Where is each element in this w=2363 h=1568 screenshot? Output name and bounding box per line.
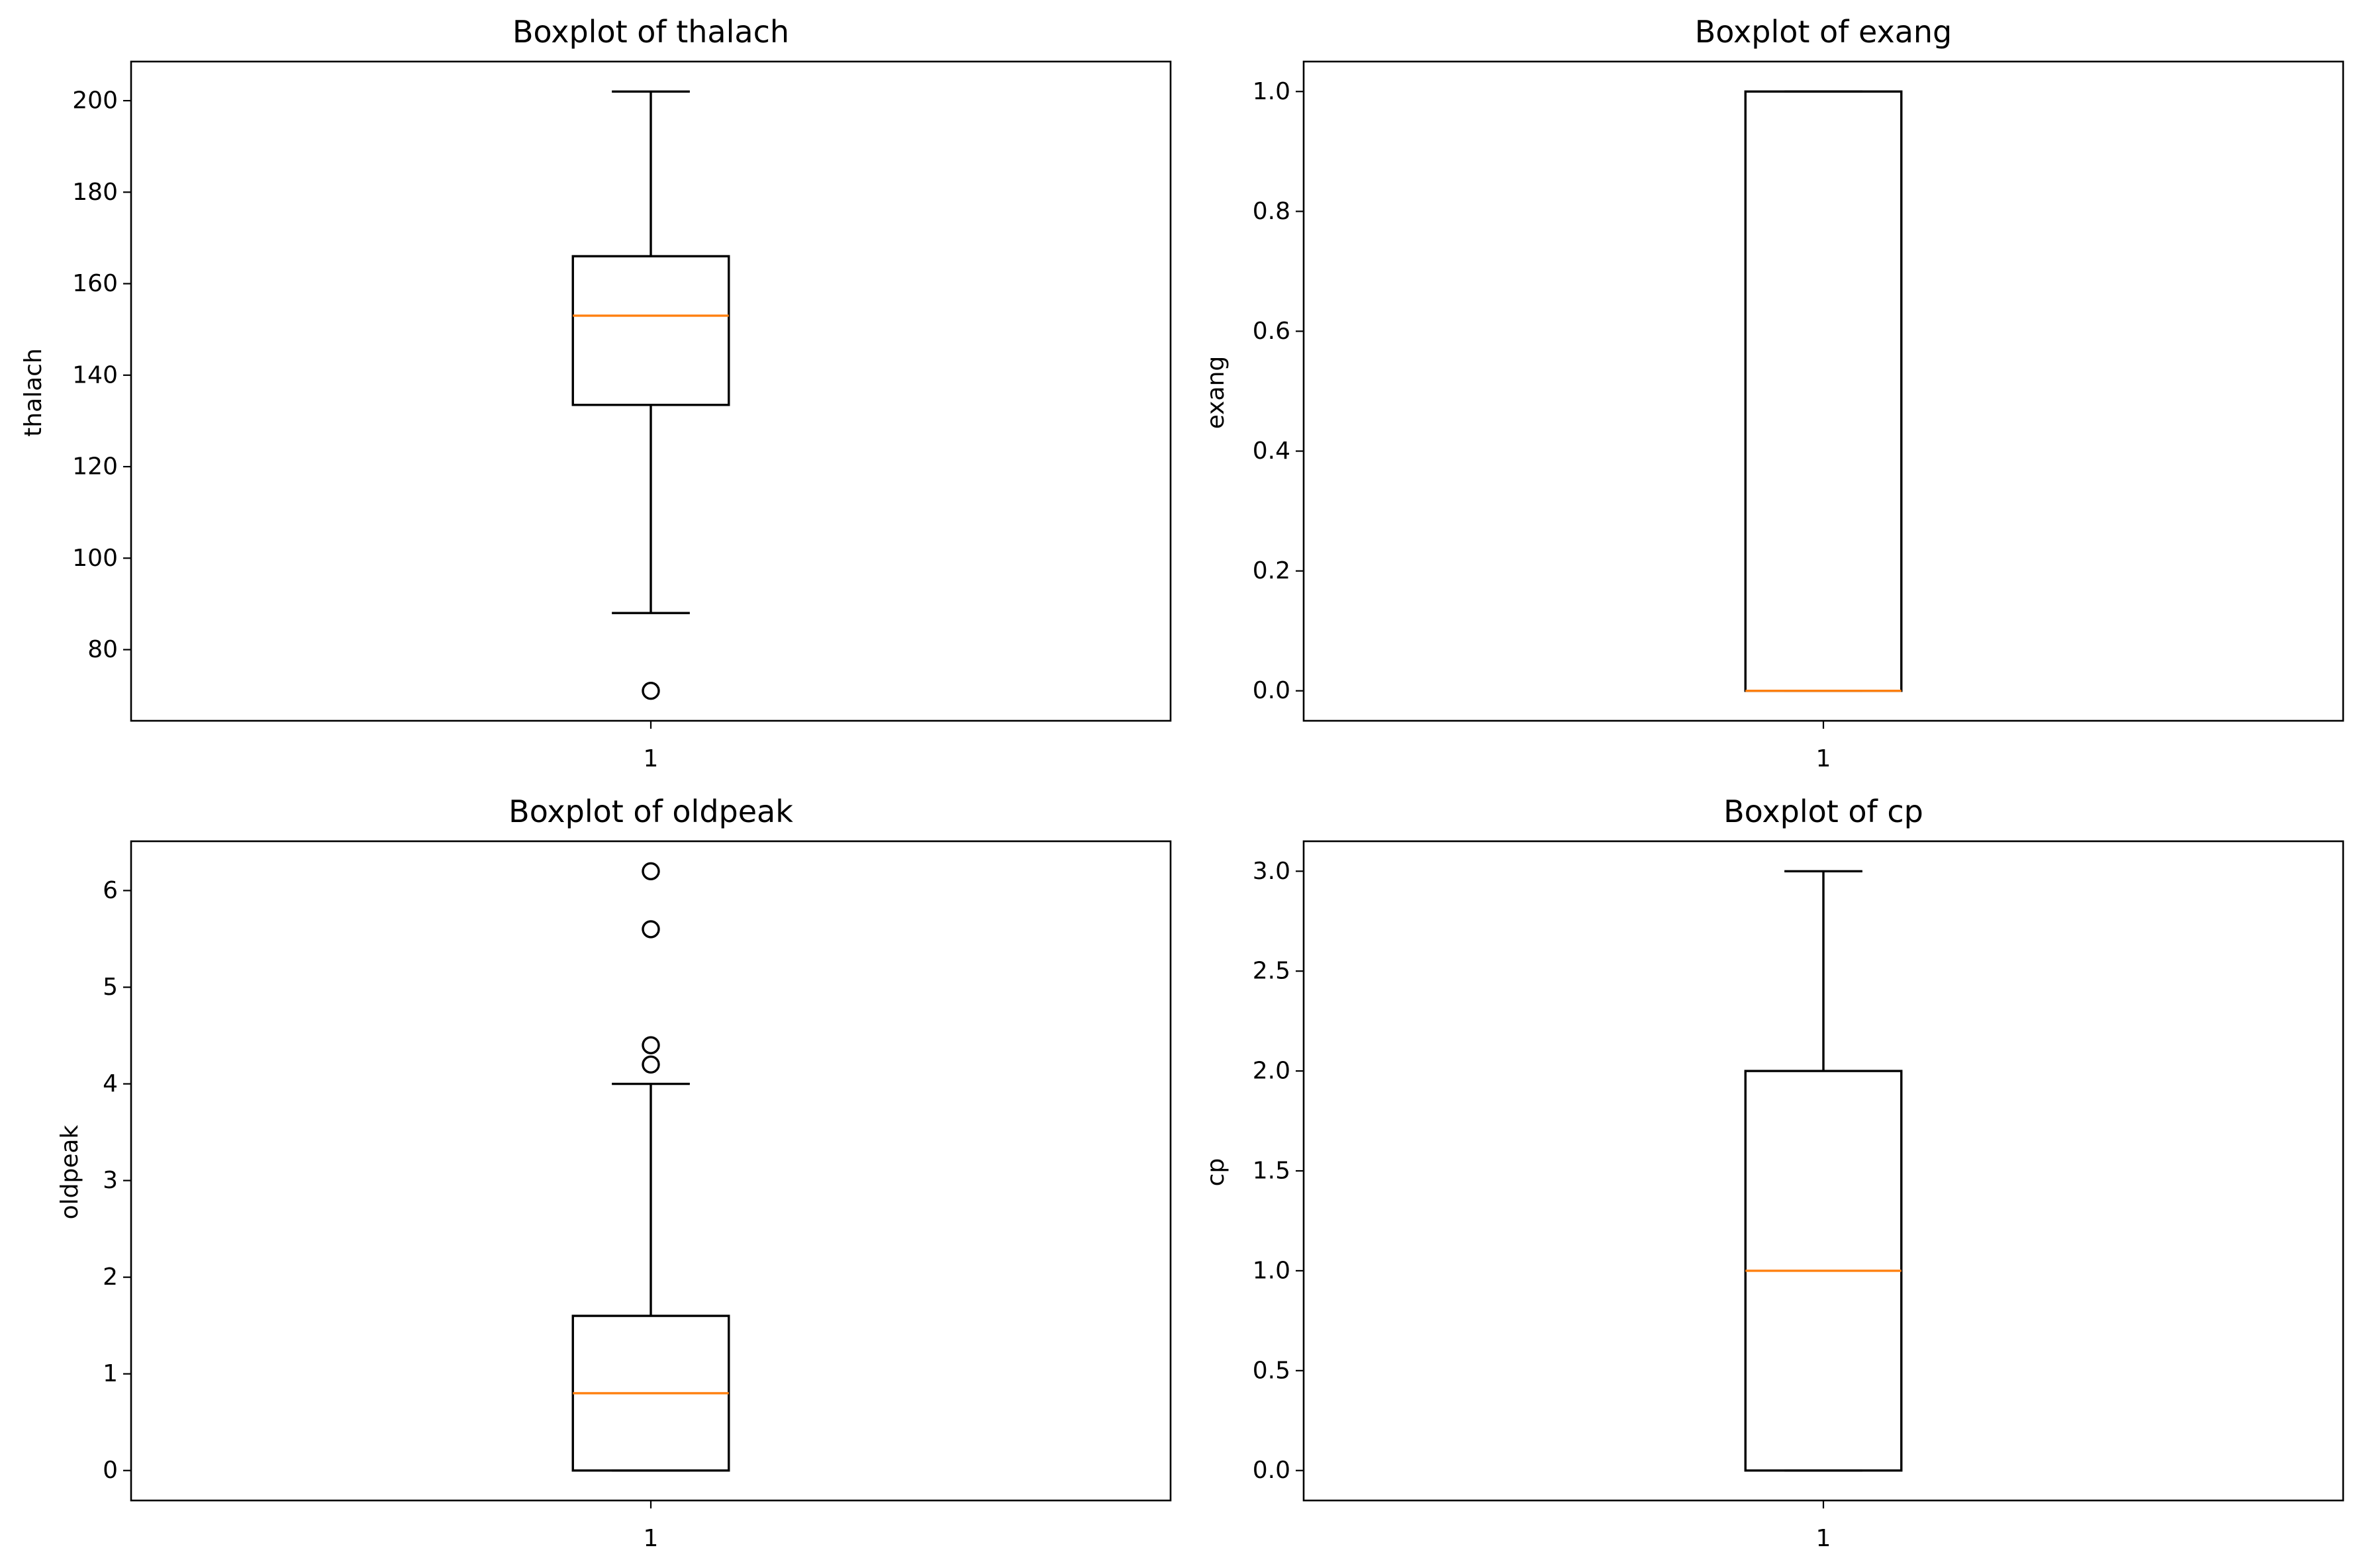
y-tick-label: 0.4 <box>1253 438 1290 465</box>
y-tick-label: 0.5 <box>1253 1357 1290 1384</box>
plot-area: 80 100 120 140 160 180 200 <box>72 60 1172 729</box>
y-tick-label: 6 <box>103 877 118 904</box>
y-tick-label: 100 <box>72 545 118 572</box>
plot-area: 0.0 0.2 0.4 0.6 0.8 1.0 <box>1253 60 2344 729</box>
x-tick-label: 1 <box>644 745 659 772</box>
box <box>1744 90 1903 692</box>
axes-frame <box>1302 60 2344 722</box>
y-tick-label: 160 <box>72 270 118 297</box>
y-tick-label: 1.0 <box>1253 1257 1290 1284</box>
y-tick-label: 120 <box>72 453 118 481</box>
subplot-cp: Boxplot of cp cp 1 0.0 0.5 1.0 1.5 2.0 2.5 3.0 <box>1202 794 2344 1552</box>
plot-area: 0.0 0.5 1.0 1.5 2.0 2.5 3.0 <box>1253 840 2344 1508</box>
x-tick-label: 1 <box>1816 1525 1831 1552</box>
y-tick-label: 1.0 <box>1253 78 1290 105</box>
y-tick-label: 140 <box>72 361 118 389</box>
outlier-point <box>642 1055 660 1074</box>
y-tick-label: 180 <box>72 179 118 206</box>
y-tick-label: 0.0 <box>1253 677 1290 704</box>
outlier-point <box>642 862 660 880</box>
y-tick-label: 0.2 <box>1253 557 1290 584</box>
y-tick-label: 2.0 <box>1253 1058 1290 1085</box>
y-tick-label: 1 <box>103 1360 118 1387</box>
x-tick-label: 1 <box>644 1525 659 1552</box>
subplot-exang: Boxplot of exang exang 1 0.0 0.2 0.4 0.6 0.8… <box>1202 14 2344 772</box>
box <box>571 255 730 406</box>
y-tick-label: 5 <box>103 974 118 1001</box>
y-tick-label: 80 <box>87 636 118 663</box>
y-tick-label: 1.5 <box>1253 1158 1290 1185</box>
outlier-point <box>642 682 660 700</box>
subplot-oldpeak: Boxplot of oldpeak oldpeak 1 0 1 2 3 4 5 6 <box>56 794 1172 1552</box>
y-tick-label: 4 <box>103 1070 118 1097</box>
y-tick-label: 2 <box>103 1264 118 1291</box>
chart-title: Boxplot of oldpeak <box>508 794 793 829</box>
y-axis-label: oldpeak <box>56 1125 83 1219</box>
y-tick-label: 0.6 <box>1253 318 1290 345</box>
subplot-thalach: Boxplot of thalach thalach 1 80 100 120 140… <box>20 14 1172 772</box>
y-tick-label: 2.5 <box>1253 958 1290 985</box>
y-tick-label: 0 <box>103 1457 118 1484</box>
outlier-point <box>642 1036 660 1054</box>
y-axis-label: cp <box>1202 1158 1230 1187</box>
chart-title: Boxplot of thalach <box>512 14 789 50</box>
plot-area: 0 1 2 3 4 5 6 <box>103 840 1172 1508</box>
chart-title: Boxplot of cp <box>1723 794 1923 829</box>
y-tick-label: 200 <box>72 87 118 115</box>
y-axis-label: thalach <box>20 348 47 437</box>
y-tick-label: 3.0 <box>1253 858 1290 885</box>
y-tick-label: 0.0 <box>1253 1457 1290 1484</box>
y-tick-label: 0.8 <box>1253 198 1290 225</box>
y-tick-label: 3 <box>103 1167 118 1194</box>
y-axis-label: exang <box>1202 356 1230 430</box>
outlier-point <box>642 920 660 939</box>
x-tick-label: 1 <box>1816 745 1831 772</box>
chart-title: Boxplot of exang <box>1695 14 1953 50</box>
